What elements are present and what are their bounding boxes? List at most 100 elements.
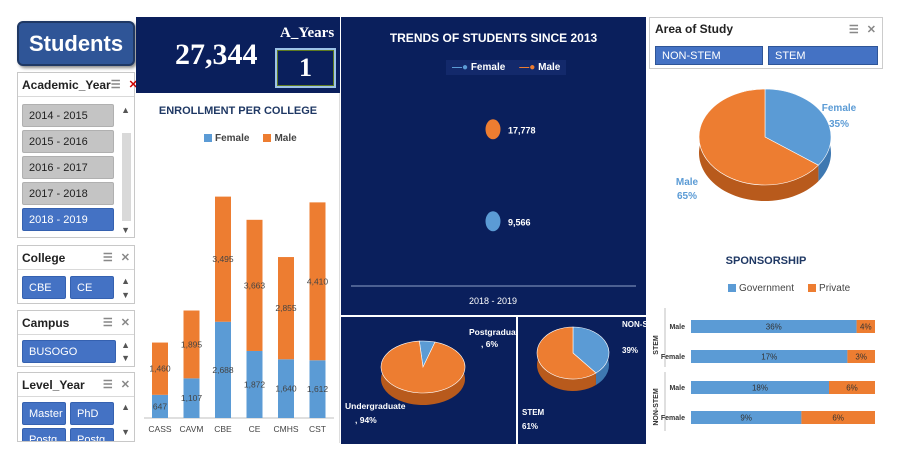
scroll-up-icon[interactable]: ▲ (121, 276, 130, 286)
bar-male-cmhs (278, 257, 294, 360)
gender-slice-side (699, 89, 819, 201)
data-label-male: 4,410 (307, 276, 329, 286)
slicer-item[interactable]: 2017 - 2018 (22, 182, 114, 205)
level-pie-chart: Postgraduate , 6% Undergraduate , 94% (345, 327, 516, 425)
legend-private: Private (808, 283, 850, 294)
total-students-value: 27,344 (175, 38, 258, 71)
legend-private-label: Private (819, 283, 851, 294)
bar-private (856, 320, 875, 333)
clear-filter-icon[interactable]: ✕ (866, 23, 876, 36)
slicer-item[interactable]: Master (22, 402, 66, 425)
stem-slice-non-stem (572, 326, 610, 374)
gender-slice-female (764, 88, 832, 166)
row-label: Male (669, 324, 685, 331)
stem-slice-stem (536, 326, 597, 380)
pie-label-stem-pct: 61% (522, 422, 538, 431)
scroll-up-icon[interactable]: ▲ (121, 340, 130, 350)
bar-female-cavm (183, 378, 200, 418)
legend-government-label: Government (739, 283, 795, 294)
multi-select-icon[interactable]: ☰ (848, 23, 859, 36)
data-label-male: 1,895 (181, 339, 203, 349)
clear-filter-icon[interactable]: ✕ (120, 317, 130, 329)
slicer-item[interactable]: BUSOGO (22, 340, 116, 363)
bar-government (691, 411, 802, 424)
slicer-item[interactable]: 2018 - 2019 (22, 208, 114, 231)
group-label: NON-STEM (653, 388, 660, 426)
slicer-college: College ☰ ✕ CBE CE ▲ ▼ (17, 245, 135, 304)
multi-select-icon[interactable]: ☰ (102, 252, 113, 264)
gender-slice-male (698, 88, 819, 186)
slicer-campus-title: Campus (22, 315, 70, 330)
bar-male-ce (246, 219, 263, 351)
x-tick-label: CBE (214, 424, 232, 434)
slicer-item[interactable]: 2016 - 2017 (22, 156, 114, 179)
level-slice-undergraduate (380, 340, 466, 394)
sponsorship-legend: Government Private (728, 283, 850, 294)
legend-male: —● Male (519, 62, 561, 73)
bar-male-cavm (183, 310, 200, 379)
scroll-down-icon[interactable]: ▼ (121, 225, 130, 235)
years-input[interactable]: 1 (275, 48, 336, 88)
slicer-item[interactable]: CBE (22, 276, 66, 299)
bar-female-ce (246, 350, 263, 418)
data-label-government: 18% (752, 384, 768, 393)
legend-male: Male (263, 133, 297, 144)
data-label-private: 6% (832, 414, 844, 423)
legend-male-label: Male (274, 133, 297, 144)
slicer-item[interactable]: PhD (70, 402, 114, 425)
area-of-study-title: Area of Study (655, 22, 734, 36)
scroll-up-icon[interactable]: ▲ (121, 402, 130, 412)
slicer-level-year-title: Level_Year (22, 377, 85, 392)
gender-pie-chart: Female 35% Male 65% (676, 88, 857, 202)
data-label-private: 3% (855, 353, 867, 362)
data-label-male: 1,460 (149, 364, 171, 374)
bar-female-cass (152, 394, 168, 418)
enrollment-bar-chart: 647 1,460 CASS 1,107 1,895 CAVM 2,688 3,495 CBE 1… (144, 196, 334, 434)
slicer-item[interactable]: Postg (70, 428, 114, 441)
data-label-male: 17,778 (508, 125, 536, 135)
kpi-panel (136, 17, 340, 93)
slicer-item[interactable]: 2014 - 2015 (22, 104, 114, 127)
bar-female-cst (309, 360, 326, 418)
scroll-down-icon[interactable]: ▼ (121, 290, 130, 300)
pie-label-female: Female (822, 103, 857, 114)
scroll-down-icon[interactable]: ▼ (121, 353, 130, 363)
multi-select-icon[interactable]: ☰ (110, 79, 121, 91)
point-female (485, 211, 501, 232)
clear-filter-icon[interactable]: ✕ (120, 379, 130, 391)
clear-filter-icon[interactable]: ✕ (120, 252, 130, 264)
bar-government (691, 381, 829, 394)
pie-label-stem: STEM (522, 408, 545, 417)
bar-male-cst (309, 202, 326, 361)
slicer-item-stem[interactable]: STEM (768, 46, 878, 65)
bar-private (847, 350, 875, 363)
point-male (485, 119, 501, 140)
multi-select-icon[interactable]: ☰ (102, 379, 113, 391)
slicer-item[interactable]: Postg (22, 428, 66, 441)
legend-female: Female (204, 133, 249, 144)
slicer-item[interactable]: 2015 - 2016 (22, 130, 114, 153)
bar-male-cass (152, 342, 168, 395)
stem-pie-chart: NON-STEM 39% STEM 61% (522, 320, 646, 431)
slicer-item-non-stem[interactable]: NON-STEM (655, 46, 763, 65)
data-label-female: 1,640 (275, 384, 297, 394)
sponsorship-bar-chart: STEM Male 36% 4% Female 17% 3% NON-STEM Male 18% 6… (653, 308, 875, 431)
years-label: A_Years (280, 25, 335, 41)
slicer-campus: Campus ☰ ✕ BUSOGO ▲ ▼ (17, 310, 135, 367)
multi-select-icon[interactable]: ☰ (102, 317, 113, 329)
slicer-item[interactable]: CE (70, 276, 114, 299)
pie-label-undergraduate: Undergraduate (345, 401, 406, 411)
scrollbar[interactable] (122, 133, 131, 221)
pie-label-male-pct: 65% (677, 191, 697, 202)
bar-government (691, 320, 857, 333)
area-of-study-slicer: Area of Study ☰ ✕ NON-STEM STEM (649, 17, 883, 69)
scroll-up-icon[interactable]: ▲ (121, 105, 130, 115)
data-label-female: 9,566 (508, 217, 531, 227)
data-label-private: 4% (860, 323, 872, 332)
slicer-academic-year: Academic_Year ☰ ✕ 2014 - 2015 2015 - 201… (17, 72, 138, 238)
pie-label-postgraduate: Postgraduate (469, 327, 516, 337)
trends-chart-title: TRENDS OF STUDENTS SINCE 2013 (389, 31, 598, 45)
data-label-male: 3,495 (212, 254, 234, 264)
clear-filter-icon[interactable]: ✕ (128, 79, 138, 91)
scroll-down-icon[interactable]: ▼ (121, 427, 130, 437)
